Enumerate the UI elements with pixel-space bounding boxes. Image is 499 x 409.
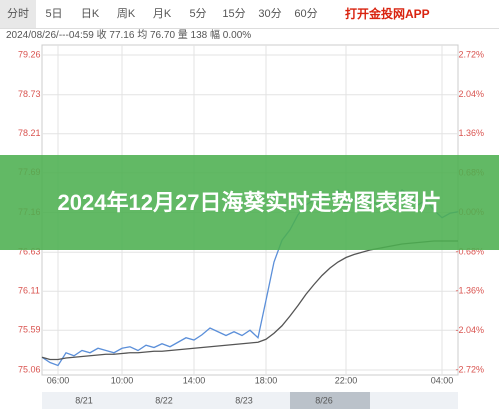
tab[interactable]: 月K xyxy=(152,8,172,20)
y-tick-label: 79.26 xyxy=(18,49,41,59)
navigator-date: 8/22 xyxy=(155,395,173,405)
tab[interactable]: 60分 xyxy=(294,8,318,20)
y-tick-label: 76.11 xyxy=(18,286,40,296)
tab[interactable]: 分时 xyxy=(0,0,36,28)
y2-tick-label: -1.36% xyxy=(455,286,484,296)
y2-tick-label: 1.36% xyxy=(458,128,484,138)
y2-tick-label: 2.04% xyxy=(458,89,484,99)
navigator-date: 8/23 xyxy=(235,395,253,405)
info-line: 2024/08/26/---04:59 收 77.16 均 76.70 量 13… xyxy=(6,30,252,41)
app-link[interactable]: 打开金投网APP xyxy=(345,7,430,21)
y-tick-label: 75.59 xyxy=(18,325,41,335)
tab[interactable]: 5日 xyxy=(45,8,63,20)
x-tick-label: 04:00 xyxy=(431,375,454,385)
y-tick-label: 75.06 xyxy=(18,364,41,374)
series-line xyxy=(41,240,458,361)
tab[interactable]: 周K xyxy=(116,8,136,20)
y-tick-label: 78.73 xyxy=(18,89,41,99)
x-tick-label: 14:00 xyxy=(183,375,206,385)
tab[interactable]: 30分 xyxy=(258,8,282,20)
tab[interactable]: 日K xyxy=(80,8,100,20)
y2-tick-label: -2.72% xyxy=(455,364,484,374)
navigator-date: 8/21 xyxy=(75,395,93,405)
navigator-date: 8/26 xyxy=(315,395,333,405)
tab[interactable]: 5分 xyxy=(189,8,207,20)
y-tick-label: 78.21 xyxy=(18,128,41,138)
tab[interactable]: 15分 xyxy=(222,8,246,20)
banner: 2024年12月27日海葵实时走势图表图片 xyxy=(0,155,499,250)
y2-tick-label: -0.68% xyxy=(455,246,484,256)
chart-title: 2024年12月27日海葵实时走势图表图片 xyxy=(57,189,442,215)
y2-tick-label: 2.72% xyxy=(458,49,484,59)
y-tick-label: 76.63 xyxy=(18,247,41,257)
navigator-handle[interactable] xyxy=(290,392,370,409)
y2-tick-label: -2.04% xyxy=(455,325,484,335)
x-tick-label: 18:00 xyxy=(255,375,278,385)
x-tick-label: 10:00 xyxy=(111,375,134,385)
x-tick-label: 22:00 xyxy=(335,375,358,385)
x-tick-label: 06:00 xyxy=(47,375,70,385)
tab-bar: 分时 5日 日K 周K 月K 5分 15分 30分 60分 xyxy=(0,0,499,29)
